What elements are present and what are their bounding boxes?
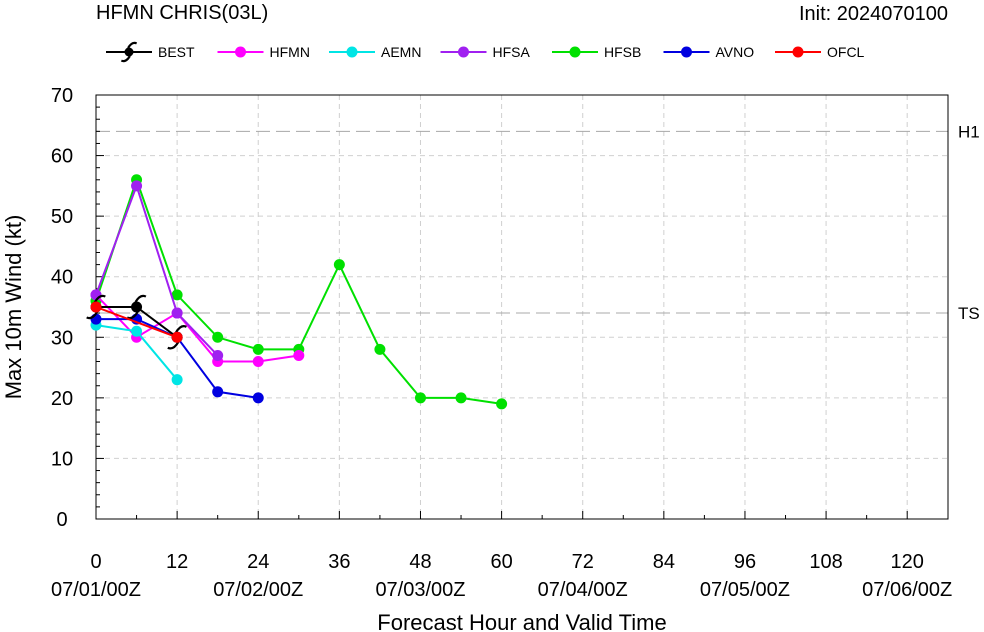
legend-swatch-marker <box>235 46 246 58</box>
y-axis-label: Max 10m Wind (kt) <box>1 215 26 400</box>
chart-axes: 0 10 20 30 40 50 60 70 0 12 24 36 48 60 72 84 96 108 120 07… <box>51 85 952 601</box>
chart-left-title: HFMN CHRIS(03L) <box>96 2 268 24</box>
hurricane-symbol-arm <box>86 311 99 320</box>
legend-item: BEST <box>106 41 195 63</box>
legend-swatch-marker <box>569 46 581 58</box>
y-tick-label: 70 <box>51 85 73 107</box>
legend-label: BEST <box>158 44 195 60</box>
data-point <box>131 180 143 192</box>
data-point <box>455 392 467 404</box>
data-point <box>171 289 183 301</box>
legend-item: HFMN <box>217 44 310 60</box>
chart-grid <box>96 95 948 519</box>
data-point <box>212 331 224 343</box>
chart-right-title: Init: 2024070100 <box>799 3 948 25</box>
hurricane-symbol-eye <box>124 47 134 57</box>
legend-label: HFSA <box>493 44 531 60</box>
data-point <box>171 307 183 319</box>
reference-line-label: TS <box>958 304 980 323</box>
legend-swatch-marker <box>792 46 804 58</box>
hurricane-symbol-arm <box>120 55 131 63</box>
y-tick-label: 10 <box>51 448 73 470</box>
series-hfsa <box>90 180 224 361</box>
chart-legend: BEST HFMN AEMN HFSA HFSB AVNO OFCL <box>106 41 865 63</box>
hurricane-symbol-arm <box>134 294 147 303</box>
data-point <box>252 392 264 404</box>
x-tick-label: 120 <box>891 551 924 573</box>
x-tick-label: 108 <box>809 551 842 573</box>
hurricane-symbol-eye <box>131 301 143 313</box>
data-point <box>293 349 305 361</box>
series-line <box>95 306 178 339</box>
reference-line-label: H1 <box>958 122 980 141</box>
x-tick-label: 60 <box>490 551 512 573</box>
series-hfsb <box>90 174 508 410</box>
data-point <box>131 325 143 337</box>
x-tick-label: 12 <box>166 551 188 573</box>
chart-series <box>86 174 508 410</box>
legend-swatch-marker <box>681 46 692 58</box>
valid-time-label: 07/06/00Z <box>862 579 952 601</box>
hurricane-symbol-arm <box>93 294 106 303</box>
legend-swatch-marker <box>458 46 469 58</box>
hurricane-symbol-arm <box>126 311 139 320</box>
valid-time-label: 07/03/00Z <box>375 579 465 601</box>
legend-label: OFCL <box>827 44 865 60</box>
x-tick-label: 96 <box>734 551 756 573</box>
hurricane-symbol-arm <box>127 41 138 49</box>
x-tick-label: 24 <box>247 551 269 573</box>
plot-frame <box>95 94 949 520</box>
data-point <box>212 386 224 398</box>
valid-time-label: 07/05/00Z <box>700 579 790 601</box>
series-line <box>95 294 299 363</box>
x-tick-label: 0 <box>90 551 101 573</box>
data-point <box>252 343 264 355</box>
data-point <box>374 343 386 355</box>
valid-time-label: 07/02/00Z <box>213 579 303 601</box>
series-line <box>95 182 219 357</box>
legend-item: AEMN <box>329 44 421 60</box>
data-point <box>212 349 224 361</box>
y-tick-label: 30 <box>51 327 73 349</box>
data-point <box>333 259 345 271</box>
data-point <box>252 356 264 368</box>
legend-item: OFCL <box>775 44 865 60</box>
data-point <box>171 331 183 343</box>
y-tick-label: 20 <box>51 388 73 410</box>
series-line <box>95 176 502 405</box>
x-axis-label: Forecast Hour and Valid Time <box>377 610 666 632</box>
series-aemn <box>90 319 183 386</box>
legend-label: AVNO <box>716 44 755 60</box>
y-tick-label: 0 <box>56 509 67 531</box>
hurricane-symbol-arm <box>175 325 187 333</box>
valid-time-label: 07/01/00Z <box>51 579 141 601</box>
legend-label: HFSB <box>604 44 641 60</box>
legend-swatch-marker <box>346 46 358 58</box>
legend-label: AEMN <box>381 44 421 60</box>
reference-lines: H1 TS <box>96 122 980 323</box>
series-ofcl <box>90 301 183 343</box>
x-tick-label: 72 <box>572 551 594 573</box>
y-tick-label: 60 <box>51 146 73 168</box>
x-tick-label: 36 <box>328 551 350 573</box>
x-tick-label: 84 <box>653 551 675 573</box>
data-point <box>90 301 102 313</box>
legend-item: AVNO <box>663 44 755 60</box>
y-tick-label: 50 <box>51 206 73 228</box>
data-point <box>496 398 508 410</box>
x-tick-label: 48 <box>409 551 431 573</box>
valid-time-label: 07/04/00Z <box>538 579 628 601</box>
hurricane-symbol-arm <box>167 341 180 350</box>
data-point <box>171 374 183 386</box>
legend-label: HFMN <box>270 44 310 60</box>
legend-item: HFSB <box>552 44 641 60</box>
y-tick-label: 40 <box>51 267 73 289</box>
data-point <box>414 392 426 404</box>
legend-swatch-marker <box>120 41 138 63</box>
legend-item: HFSA <box>440 44 531 60</box>
data-point <box>126 294 147 320</box>
